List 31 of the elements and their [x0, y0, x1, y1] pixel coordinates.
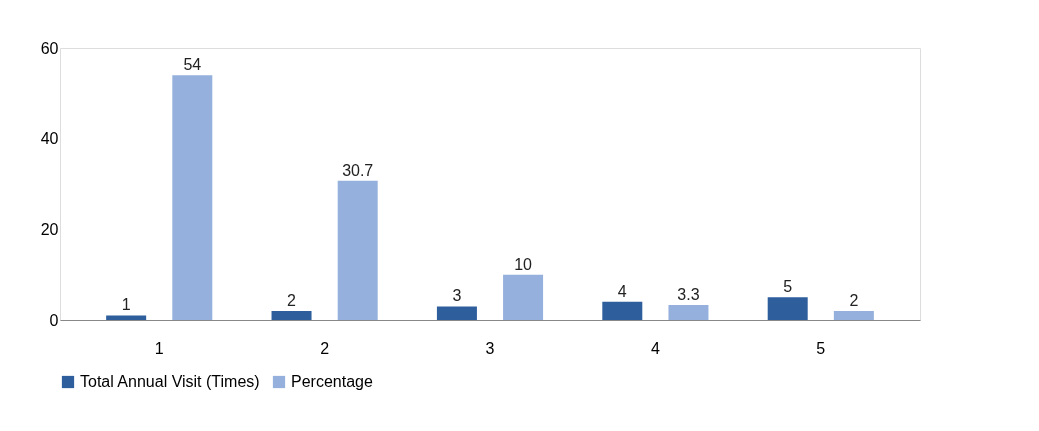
data-label: 54 — [183, 56, 202, 74]
data-label: 4 — [617, 282, 627, 300]
bar — [602, 301, 643, 320]
bar — [833, 310, 874, 320]
data-label: 1 — [121, 296, 131, 314]
x-tick-label: 3 — [485, 339, 495, 357]
legend-label: Total Annual Visit (Times) — [80, 373, 260, 390]
data-label: 10 — [514, 255, 533, 273]
bar — [668, 305, 709, 320]
bar — [503, 274, 544, 320]
data-label: 3 — [452, 287, 462, 305]
bar — [436, 306, 477, 320]
data-label: 30.7 — [342, 161, 374, 179]
bar — [337, 180, 378, 320]
y-tick-label: 60 — [40, 39, 59, 57]
y-tick-label: 40 — [40, 130, 59, 148]
x-tick-label: 4 — [650, 339, 660, 357]
x-tick-label: 2 — [320, 339, 330, 357]
data-label: 5 — [783, 278, 793, 296]
bar — [106, 315, 147, 320]
x-tick-label: 1 — [154, 339, 164, 357]
data-label: 3.3 — [677, 286, 700, 304]
data-label: 2 — [849, 291, 859, 309]
bar — [172, 75, 213, 320]
bar — [767, 297, 808, 320]
legend-label: Percentage — [291, 373, 373, 390]
y-tick-label: 20 — [40, 220, 59, 238]
y-tick-label: 0 — [49, 311, 59, 329]
data-label: 2 — [287, 291, 297, 309]
x-tick-label: 5 — [816, 339, 826, 357]
bar — [271, 310, 312, 320]
